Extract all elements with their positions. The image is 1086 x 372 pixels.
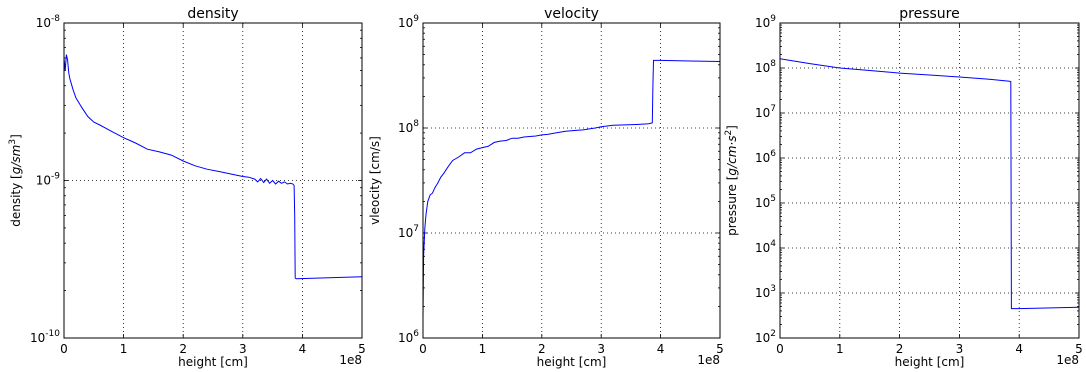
y-label-unit: g/sm <box>9 145 23 175</box>
y-tick-base: 10 <box>398 16 413 30</box>
y-tick-label: 106 <box>398 329 419 345</box>
y-tick-exponent: -10 <box>45 329 60 339</box>
y-tick-exponent: 8 <box>770 59 776 69</box>
x-tick-label: 5 <box>1075 342 1083 356</box>
y-label-bracket: ] <box>725 125 739 130</box>
y-tick-exponent: -8 <box>51 14 60 24</box>
y-tick-label: 108 <box>755 59 776 75</box>
y-tick-base: 10 <box>398 226 413 240</box>
x-axis-label: height [cm] <box>537 355 607 369</box>
data-line <box>422 59 721 317</box>
y-axis-label: density [g/sm3] <box>8 134 23 227</box>
y-label-text: density [ <box>9 174 23 227</box>
y-tick-exponent: -9 <box>51 172 60 182</box>
y-tick-base: 10 <box>755 106 770 120</box>
y-tick-base: 10 <box>755 286 770 300</box>
x-tick-label: 2 <box>179 342 187 356</box>
y-axis-label: vleocity [cm/s] <box>368 136 382 225</box>
x-offset-label: 1e8 <box>1056 353 1079 367</box>
y-tick-label: 109 <box>398 14 419 30</box>
y-label-exponent: 3 <box>8 139 18 145</box>
x-offset-label: 1e8 <box>697 353 720 367</box>
x-tick-label: 5 <box>716 342 724 356</box>
x-tick-label: 4 <box>299 342 307 356</box>
y-label-bracket: ] <box>9 134 23 139</box>
y-tick-exponent: 9 <box>413 14 419 24</box>
y-tick-label: 109 <box>755 14 776 30</box>
y-tick-base: 10 <box>398 331 413 345</box>
x-tick-label: 0 <box>419 342 427 356</box>
y-tick-base: 10 <box>755 16 770 30</box>
y-tick-base: 10 <box>755 331 770 345</box>
x-tick-label: 3 <box>956 342 964 356</box>
y-label-unit: g/cm·s <box>725 136 739 176</box>
y-tick-base: 10 <box>398 121 413 135</box>
y-tick-label: 103 <box>755 284 776 300</box>
y-tick-label: 106 <box>755 149 776 165</box>
x-tick-label: 1 <box>836 342 844 356</box>
y-tick-label: 10-10 <box>30 329 60 345</box>
y-tick-exponent: 5 <box>770 194 776 204</box>
y-tick-base: 10 <box>30 331 45 345</box>
y-tick-exponent: 6 <box>770 149 776 159</box>
y-label-exponent: 2 <box>724 130 734 136</box>
y-tick-label: 107 <box>755 104 776 120</box>
y-tick-base: 10 <box>755 196 770 210</box>
y-axis-label: pressure [g/cm·s2] <box>724 125 739 236</box>
chart-title: density <box>187 6 238 22</box>
y-tick-exponent: 4 <box>770 239 776 249</box>
plot-frame <box>422 22 721 339</box>
y-tick-label: 104 <box>755 239 776 255</box>
y-tick-exponent: 6 <box>413 329 419 339</box>
y-tick-exponent: 3 <box>770 284 776 294</box>
y-tick-label: 105 <box>755 194 776 210</box>
y-tick-exponent: 7 <box>413 224 419 234</box>
x-tick-label: 4 <box>657 342 665 356</box>
x-tick-label: 5 <box>358 342 366 356</box>
y-tick-exponent: 7 <box>770 104 776 114</box>
y-tick-exponent: 9 <box>770 14 776 24</box>
y-tick-label: 108 <box>398 119 419 135</box>
y-tick-base: 10 <box>755 61 770 75</box>
y-tick-base: 10 <box>755 241 770 255</box>
x-tick-label: 3 <box>239 342 247 356</box>
x-tick-label: 0 <box>776 342 784 356</box>
y-tick-exponent: 2 <box>770 329 776 339</box>
x-tick-label: 2 <box>896 342 904 356</box>
plot-frame <box>779 22 1080 339</box>
x-tick-label: 4 <box>1015 342 1023 356</box>
y-tick-base: 10 <box>755 151 770 165</box>
y-tick-label: 10-8 <box>36 14 61 30</box>
x-tick-label: 1 <box>479 342 487 356</box>
chart-title: velocity <box>544 6 599 22</box>
x-tick-label: 2 <box>538 342 546 356</box>
data-line <box>779 58 1080 310</box>
chart-title: pressure <box>899 6 959 22</box>
x-offset-label: 1e8 <box>339 353 362 367</box>
y-tick-label: 102 <box>755 329 776 345</box>
x-axis-label: height [cm] <box>895 355 965 369</box>
data-line <box>63 54 363 280</box>
y-tick-label: 10-9 <box>36 172 61 188</box>
x-tick-label: 0 <box>60 342 68 356</box>
y-tick-exponent: 8 <box>413 119 419 129</box>
y-tick-base: 10 <box>36 16 51 30</box>
y-tick-base: 10 <box>36 174 51 188</box>
x-axis-label: height [cm] <box>178 355 248 369</box>
x-tick-label: 1 <box>120 342 128 356</box>
y-tick-label: 107 <box>398 224 419 240</box>
y-label-text: pressure [ <box>725 176 739 236</box>
x-tick-label: 3 <box>597 342 605 356</box>
